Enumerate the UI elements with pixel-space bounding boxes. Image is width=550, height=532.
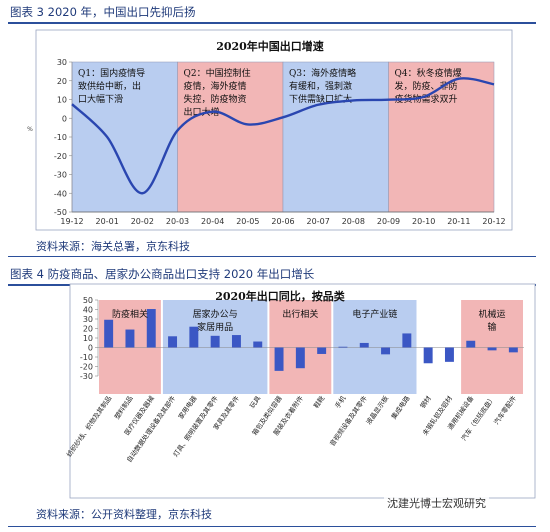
x-tick-label: 20-02 [131,217,154,226]
group-label-5-line-1: 机械运 [479,308,506,320]
bar-19 [487,347,497,351]
quarter-annotation-1-line-2: 致供给中断，出 [78,80,141,92]
bar-7 [231,335,241,348]
quarter-annotation-4-line-1: Q4：秋冬疫情爆 [395,67,462,79]
x-tick-label: 20-04 [201,217,224,226]
bar-8 [253,341,263,348]
bar-20 [508,347,518,353]
watermark: 沈建光博士宏观研究 [384,494,489,512]
figure1-header: 图表 3 2020 年，中国出口先抑后扬 [8,2,536,24]
y-tick-label: -20 [54,152,67,161]
y-tick-label: 30 [57,58,67,67]
x-tick-label: 20-06 [271,217,294,226]
group-label-4-line-1: 电子产业链 [352,308,397,320]
bar-9 [274,347,284,371]
bar-2 [125,329,135,348]
x-tick-label: 20-01 [96,217,119,226]
x-tick-label: 20-03 [166,217,189,226]
quarter-annotation-1-line-1: Q1：国内疫情导 [78,67,145,79]
y-tick-label: 0 [62,114,67,123]
quarter-annotation-3-line-2: 有缓和，强刺激 [289,80,352,92]
group-label-5-line-2: 输 [488,321,497,333]
bar-12 [338,346,348,348]
x-tick-label: 20-05 [236,217,259,226]
quarter-annotation-4-line-3: 疫货物需求双升 [395,93,458,105]
x-tick-label: 20-08 [342,217,365,226]
group-label-2-line-1: 居家办公与 [193,308,238,320]
bar-18 [466,340,476,348]
quarter-annotation-2-line-2: 疫情，海外疫情 [184,80,247,92]
bar-17 [444,347,454,362]
figure2-bottom-rule [8,526,536,527]
figure1-source: 资料来源：海关总署，京东科技 [36,240,190,253]
export-growth-series [71,77,495,195]
y-tick-label: -30 [80,372,93,381]
chart1-y-unit: % [27,126,33,133]
bar-1 [104,319,114,348]
export-growth-line [71,77,495,195]
y-tick-label: -20 [80,363,93,372]
x-tick-label: 20-10 [412,217,435,226]
figure1-bottom-rule [8,256,536,257]
y-tick-label: 50 [83,296,93,305]
quarter-annotation-2-line-4: 出口大增 [184,106,220,118]
group-label-3-line-1: 出行相关 [282,308,318,320]
y-tick-label: -30 [54,171,67,180]
y-tick-label: 20 [83,325,93,334]
group-label-2-line-2: 家居用品 [197,321,233,333]
bar-5 [189,326,199,348]
chart1-axes: -50 -40 -30 -20 -10 0 10 20 30 19-12 20-01 20-02 20-… [54,58,506,226]
x-tick-label: 20-11 [447,217,470,226]
chart1-title: 2020年中国出口增速 [216,39,324,53]
group-label-1-line-1: 防疫相关 [112,308,148,320]
export-bars [104,309,518,371]
quarter-band-2 [177,61,284,213]
quarter-annotation-2-line-3: 失控，防疫物资 [184,93,247,105]
figure2-source: 资料来源：公开资料整理，京东科技 [36,508,212,521]
quarter-band-3 [282,61,389,213]
bar-3 [146,309,156,348]
y-tick-label: -10 [80,353,93,362]
chart2-title: 2020年出口同比，按品类 [215,289,346,303]
quarter-bands [71,61,495,213]
quarter-annotation-1-line-3: 口大幅下滑 [78,93,123,105]
bar-6 [210,335,220,348]
bar-11 [317,347,327,354]
y-tick-label: 20 [57,77,67,86]
y-tick-label: 0 [88,344,93,353]
figure2-header-text: 图表 4 防疫商品、居家办公商品出口支持 2020 年出口增长 [10,267,315,281]
bar-10 [295,347,305,369]
bar-13 [359,342,369,348]
bar-16 [423,347,433,364]
y-tick-label: -40 [54,189,67,198]
x-tick-label: 20-12 [482,217,505,226]
y-tick-label: -10 [54,133,67,142]
y-tick-label: 30 [83,315,93,324]
y-tick-label: 10 [83,334,93,343]
y-tick-label: 40 [83,306,93,315]
quarter-annotation-4-line-2: 发，防疫、非防 [395,80,458,92]
figure1-header-text: 图表 3 2020 年，中国出口先抑后扬 [10,5,196,19]
x-tick-label: 19-12 [60,217,83,226]
x-tick-label: 20-07 [307,217,330,226]
quarter-annotation-2-line-1: Q2：中国控制住 [184,67,251,79]
y-tick-label: -50 [54,208,67,217]
x-tick-label: 20-09 [377,217,400,226]
bar-15 [402,333,412,348]
bar-14 [381,347,391,355]
group-band-3 [269,300,332,394]
quarter-annotation-3-line-1: Q3：海外疫情略 [289,67,356,79]
quarter-band-1 [71,61,178,213]
y-tick-label: 10 [57,96,67,105]
bar-4 [168,336,178,348]
